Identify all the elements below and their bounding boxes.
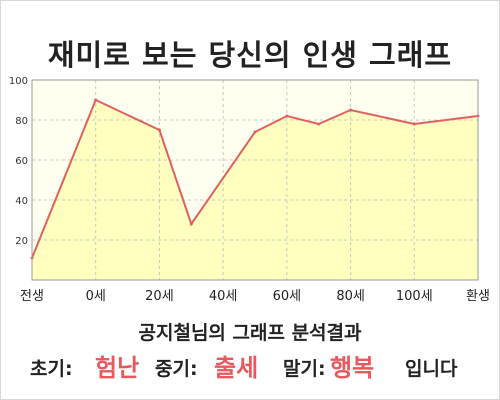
- data-point: [189, 222, 193, 226]
- middle-value: 출세: [214, 354, 259, 382]
- analysis-result: 초기: 험난 중기: 출세 말기: 행복 입니다: [0, 346, 500, 382]
- x-tick-label: 100세: [396, 289, 433, 304]
- late-label: 말기:: [283, 358, 326, 380]
- data-point: [94, 98, 98, 102]
- analysis-heading: 공지철님의 그래프 분석결과: [138, 322, 362, 344]
- chart-title: 재미로 보는 당신의 인생 그래프: [47, 38, 453, 72]
- x-tick-label: 20세: [145, 289, 174, 304]
- data-point: [253, 130, 257, 134]
- y-tick-label: 20: [15, 236, 28, 247]
- x-tick-label: 0세: [86, 289, 106, 304]
- late-value: 행복: [330, 354, 375, 382]
- x-tick-label: 40세: [209, 289, 238, 304]
- data-point: [157, 128, 161, 132]
- plot-border: [31, 79, 479, 281]
- x-tick-label: 전생: [20, 289, 44, 304]
- x-tick-label: 환생: [466, 289, 490, 304]
- data-point: [412, 122, 416, 126]
- y-tick-label: 60: [15, 156, 28, 167]
- early-value: 험난: [95, 354, 140, 382]
- ending-text: 입니다: [405, 358, 458, 380]
- middle-label: 중기:: [155, 358, 198, 380]
- x-tick-label: 80세: [336, 289, 365, 304]
- data-point: [317, 122, 321, 126]
- y-tick-label: 100: [9, 76, 28, 87]
- data-point: [285, 114, 289, 118]
- y-tick-label: 40: [15, 196, 28, 207]
- data-point: [349, 108, 353, 112]
- series-area: [32, 100, 478, 280]
- x-tick-label: 60세: [273, 289, 302, 304]
- series-line: [31, 98, 479, 259]
- early-label: 초기:: [30, 358, 73, 380]
- y-tick-label: 80: [15, 116, 28, 127]
